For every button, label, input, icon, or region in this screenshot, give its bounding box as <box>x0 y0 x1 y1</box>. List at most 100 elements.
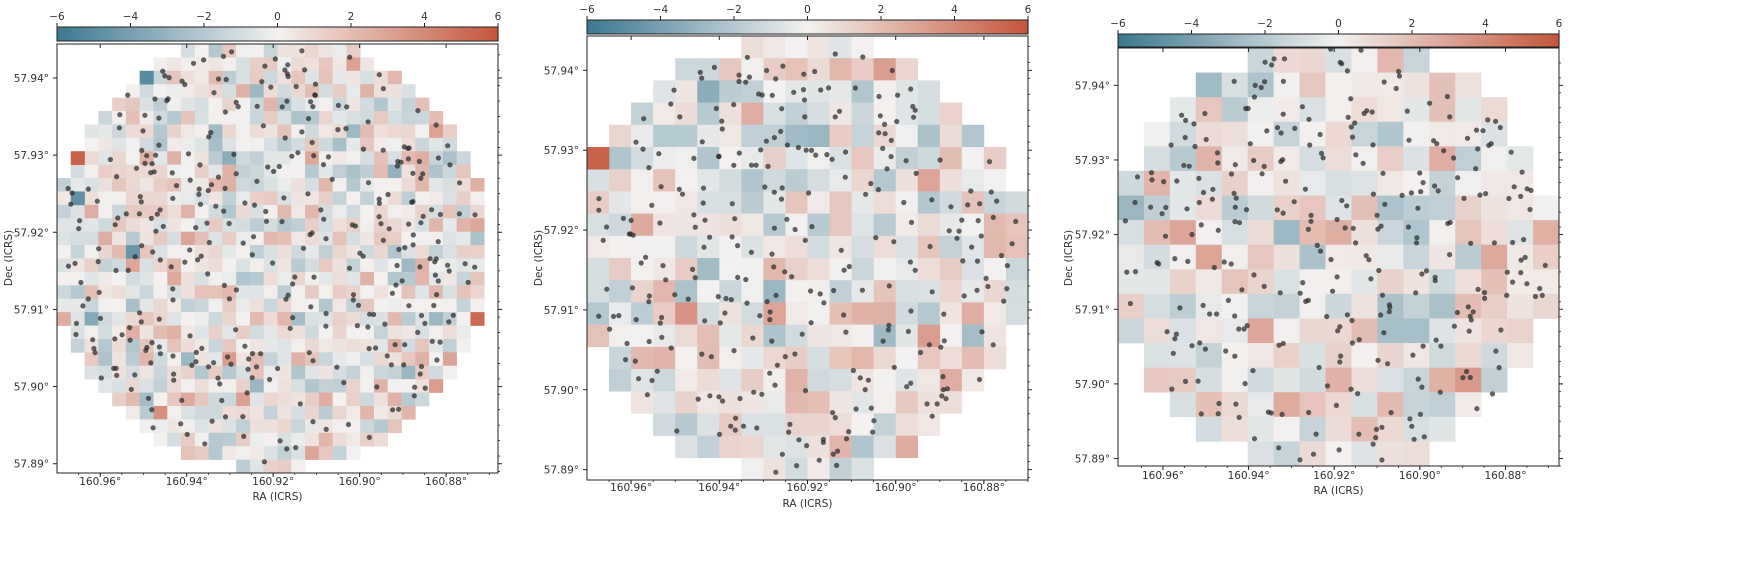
source-point <box>323 426 329 432</box>
heatmap-cell <box>360 204 375 219</box>
x-tick-label: 160.88° <box>425 476 467 488</box>
colorbar-segment <box>145 27 150 41</box>
heatmap-cell <box>763 369 786 392</box>
source-point <box>701 244 707 250</box>
heatmap-cell <box>1351 318 1378 344</box>
heatmap-cell <box>263 338 278 353</box>
heatmap-cell <box>1221 244 1248 270</box>
heatmap-cell <box>873 169 896 192</box>
colorbar-segment <box>892 20 897 34</box>
heatmap-cell <box>456 245 471 259</box>
heatmap-cell <box>961 258 985 281</box>
heatmap-cell <box>208 178 223 192</box>
source-point <box>908 380 914 386</box>
heatmap-cell <box>346 124 361 139</box>
heatmap-cell <box>719 435 742 459</box>
source-point <box>222 109 228 115</box>
colorbar-segment <box>965 20 970 34</box>
source-point <box>127 337 133 343</box>
heatmap-cell <box>763 324 786 348</box>
heatmap-cell <box>236 325 251 340</box>
x-tick-label: 160.88° <box>963 482 1005 494</box>
colorbar-segment <box>1511 34 1516 47</box>
source-point <box>114 372 120 378</box>
colorbar-segment <box>104 27 110 41</box>
heatmap-cell <box>181 446 196 460</box>
heatmap-cell <box>895 302 919 325</box>
source-point <box>305 191 311 197</box>
source-point <box>446 319 452 325</box>
source-point <box>891 239 897 245</box>
heatmap-cell <box>346 204 361 219</box>
source-point <box>802 237 808 243</box>
colorbar-segment <box>958 20 963 34</box>
heatmap-cell <box>1455 220 1482 246</box>
source-point <box>1283 178 1289 184</box>
source-point <box>940 387 947 393</box>
heatmap-cell <box>429 231 444 246</box>
colorbar-segment <box>697 20 702 34</box>
source-point <box>1189 231 1195 238</box>
source-point <box>229 49 235 55</box>
source-point <box>1276 445 1282 451</box>
heatmap-cell <box>249 218 265 232</box>
source-point <box>751 389 757 395</box>
heatmap-cell <box>236 298 251 313</box>
source-point <box>139 243 145 249</box>
colorbar-segment <box>1143 34 1148 47</box>
heatmap-cell <box>763 80 786 103</box>
heatmap-cell <box>895 213 919 237</box>
colorbar-segment <box>1169 34 1174 47</box>
source-point <box>1344 68 1350 74</box>
heatmap-cell <box>153 365 168 380</box>
colorbar-segment <box>1397 34 1402 47</box>
heatmap-cell <box>401 84 416 98</box>
source-point <box>863 191 869 197</box>
source-point <box>249 351 256 357</box>
source-point <box>885 327 892 333</box>
heatmap-cell <box>387 298 402 313</box>
heatmap-cell <box>961 324 985 348</box>
source-point <box>323 236 329 242</box>
heatmap-cell <box>1351 392 1378 418</box>
colorbar-segment <box>972 20 978 34</box>
source-point <box>959 217 965 223</box>
source-point <box>418 220 424 226</box>
heatmap-cell <box>1429 416 1456 442</box>
heatmap-cell <box>983 147 1007 170</box>
heatmap-cell-highlight <box>917 324 941 348</box>
source-point <box>335 127 341 133</box>
colorbar-segment <box>711 20 717 34</box>
heatmap-cell <box>194 151 209 165</box>
source-point <box>977 201 983 207</box>
source-point <box>1379 292 1386 298</box>
source-point <box>1461 195 1467 201</box>
heatmap-cell <box>153 97 168 112</box>
heatmap-cell <box>318 151 333 165</box>
source-point <box>1009 241 1015 247</box>
source-point <box>349 222 355 228</box>
heatmap-cell <box>153 191 168 206</box>
colorbar-segment <box>822 20 827 34</box>
heatmap-cell <box>139 178 154 192</box>
colorbar-segment <box>1547 34 1553 47</box>
colorbar-segment <box>1448 34 1454 47</box>
source-point <box>235 104 241 110</box>
heatmap-cell <box>346 191 361 206</box>
source-point <box>112 222 118 228</box>
colorbar-segment <box>1257 34 1262 47</box>
colorbar-segment <box>969 20 974 34</box>
heatmap-cell <box>851 435 874 459</box>
source-point <box>1271 56 1277 62</box>
x-tick-label: 160.92° <box>252 476 294 488</box>
source-point <box>1337 59 1343 65</box>
heatmap-cell <box>125 124 140 139</box>
heatmap-cell <box>277 151 292 165</box>
heatmap-cell <box>415 271 430 286</box>
heatmap-cell <box>263 124 278 139</box>
source-point <box>1489 391 1496 397</box>
colorbar-segment <box>998 20 1003 34</box>
source-point <box>1300 280 1306 286</box>
heatmap-cell <box>236 432 251 447</box>
source-point <box>695 396 701 402</box>
